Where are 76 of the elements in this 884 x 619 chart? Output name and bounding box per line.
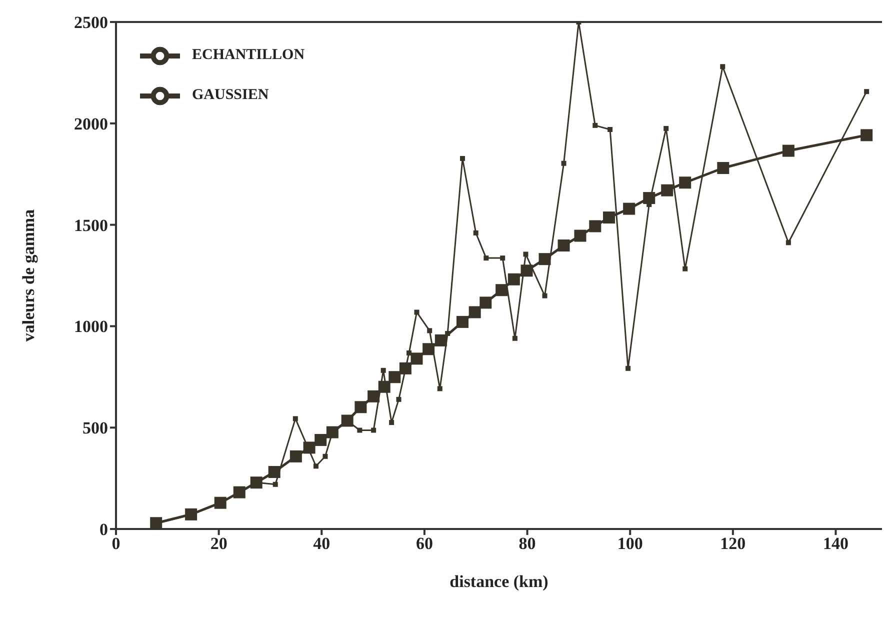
point [860,129,873,142]
point [679,176,692,189]
point [290,450,302,462]
point [717,162,730,174]
point [720,64,726,70]
x-tick-label: 80 [518,534,536,554]
x-tick-label: 120 [720,534,746,554]
point [473,230,478,236]
point [603,212,616,224]
point [427,328,432,334]
y-tick-label: 0 [100,520,108,540]
point [480,296,492,309]
x-axis-title: distance (km) [450,572,548,591]
x-tick-label: 140 [822,534,848,554]
point [268,466,280,478]
point [322,454,328,459]
point [608,126,613,132]
point [422,343,435,356]
x-tick-label: 0 [112,534,120,554]
point [272,482,278,487]
point [782,144,794,157]
point [643,192,656,204]
point [371,428,376,433]
point [520,264,533,277]
point [661,184,674,196]
point [626,366,631,371]
point [664,126,669,131]
point [389,420,394,426]
point [508,273,520,286]
point [354,401,367,414]
x-tick-label: 40 [313,534,330,554]
legend-label: ECHANTILLON [192,47,305,64]
point [380,368,386,373]
y-tick-label: 1000 [74,317,108,336]
point [558,239,570,252]
point [378,380,390,393]
point [456,316,468,328]
x-tick-label: 100 [617,534,643,554]
point [512,336,518,341]
x-tick-label: 20 [210,534,228,554]
point [313,464,318,469]
y-axis-title: valeurs de gamma [19,208,38,342]
point [786,240,791,246]
point [561,160,566,166]
point [468,306,481,318]
y-tick-label: 2000 [74,114,108,134]
point [414,310,420,315]
point [523,252,528,257]
point [589,220,602,232]
y-tick-label: 500 [82,418,108,438]
point [399,362,412,374]
y-tick-label: 1500 [74,216,108,235]
point [484,256,489,261]
point [434,334,447,346]
point [682,266,688,272]
point [542,293,548,298]
point [357,428,362,433]
point [314,434,327,446]
point [368,390,380,402]
point [538,253,551,266]
y-tick-label: 2500 [74,13,108,32]
point [496,284,508,296]
point [396,396,402,402]
point [460,156,465,161]
point [388,371,401,384]
point [500,256,506,261]
point [410,352,423,365]
legend-label: GAUSSIEN [192,87,269,104]
point [437,386,442,392]
point [292,416,298,422]
point [592,122,598,128]
x-tick-label: 60 [416,534,433,554]
point [574,230,586,242]
point [864,89,870,94]
point [623,202,636,215]
point [303,442,316,454]
